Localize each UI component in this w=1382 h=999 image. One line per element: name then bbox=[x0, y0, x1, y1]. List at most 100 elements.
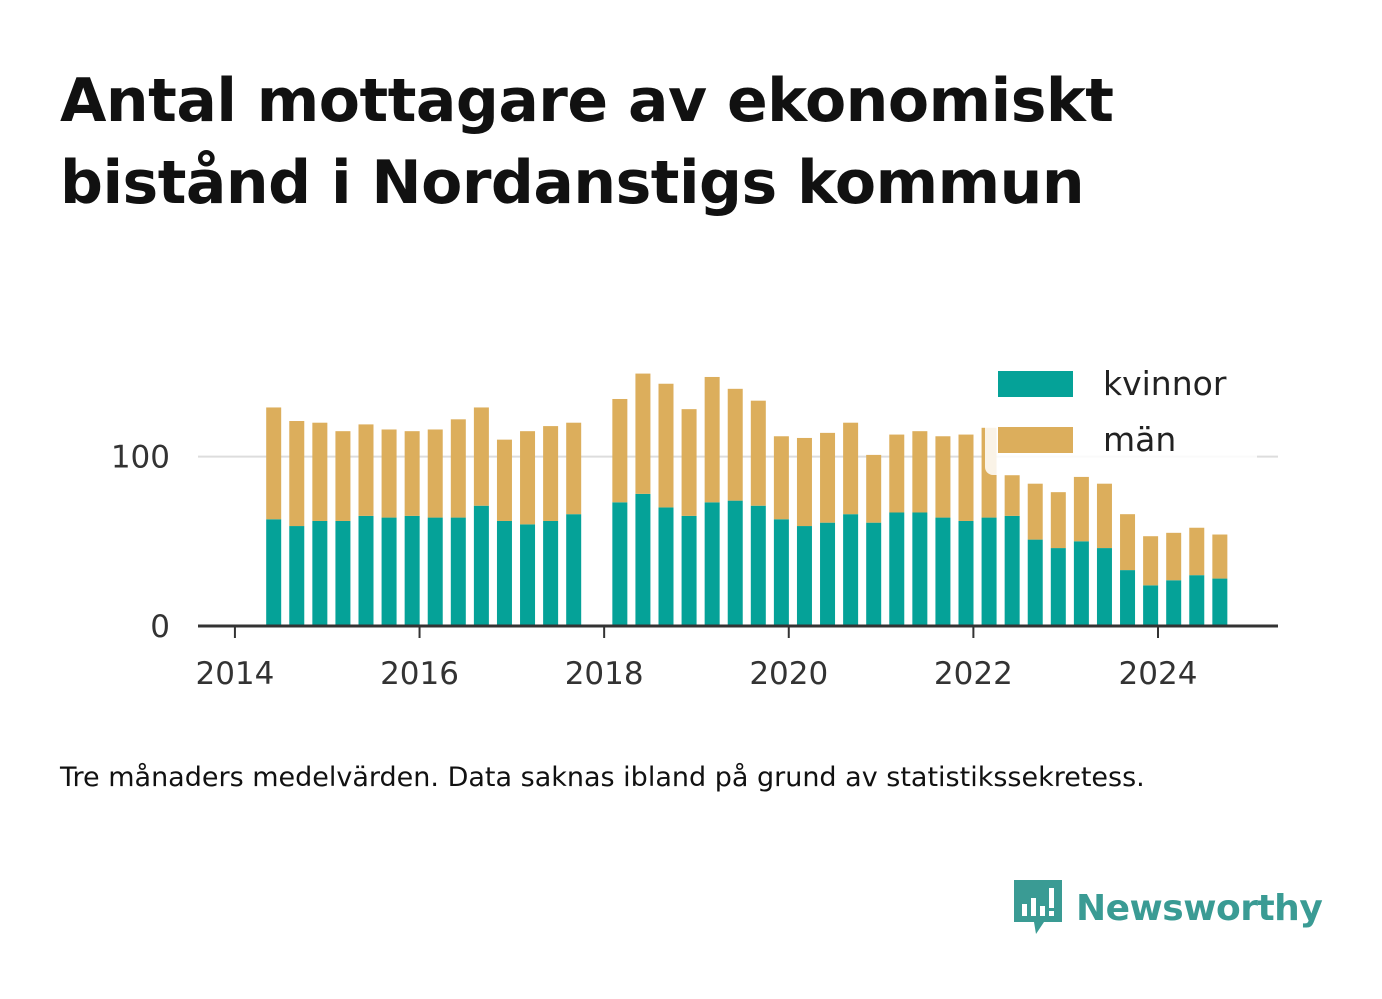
bar-kvinnor bbox=[404, 515, 420, 626]
bar-man bbox=[958, 434, 974, 521]
bar-man bbox=[1120, 514, 1136, 571]
bar-man bbox=[566, 422, 582, 515]
bar-man bbox=[335, 431, 351, 521]
bar-kvinnor bbox=[935, 517, 951, 626]
bar-man bbox=[473, 407, 489, 506]
bar-man bbox=[750, 400, 766, 506]
brand-name: Newsworthy bbox=[1076, 887, 1323, 929]
x-tick-label: 2022 bbox=[934, 656, 1013, 692]
bar-kvinnor bbox=[658, 507, 674, 626]
bar-man bbox=[496, 439, 512, 521]
bar-man bbox=[404, 431, 420, 516]
x-tick-label: 2024 bbox=[1119, 656, 1198, 692]
bar-man bbox=[1096, 483, 1112, 549]
x-tick-label: 2020 bbox=[749, 656, 828, 692]
x-tick-label: 2014 bbox=[195, 656, 274, 692]
bar-kvinnor bbox=[958, 520, 974, 626]
bar-man bbox=[1027, 483, 1043, 540]
bar-kvinnor bbox=[796, 526, 812, 626]
bar-kvinnor bbox=[450, 517, 466, 626]
bar-kvinnor bbox=[612, 502, 628, 626]
bar-man bbox=[843, 422, 859, 515]
bar-man bbox=[1212, 534, 1228, 579]
bar-man bbox=[1004, 475, 1020, 516]
bar-kvinnor bbox=[1050, 548, 1066, 626]
newsworthy-logo-icon bbox=[1014, 880, 1062, 934]
bar-kvinnor bbox=[750, 505, 766, 626]
bar-man bbox=[1073, 476, 1089, 542]
bar-kvinnor bbox=[473, 505, 489, 626]
legend-label-man: män bbox=[1103, 420, 1176, 459]
bar-kvinnor bbox=[1189, 575, 1205, 626]
x-tick-label: 2016 bbox=[380, 656, 459, 692]
bar-kvinnor bbox=[312, 520, 328, 626]
bar-kvinnor bbox=[266, 519, 282, 626]
legend-swatch-man bbox=[998, 427, 1073, 453]
bar-kvinnor bbox=[820, 522, 836, 626]
bar-kvinnor bbox=[1073, 541, 1089, 626]
bar-kvinnor bbox=[289, 526, 305, 626]
bar-kvinnor bbox=[1027, 539, 1043, 626]
bar-kvinnor bbox=[866, 522, 882, 626]
chart-footnote: Tre månaders medelvärden. Data saknas ib… bbox=[60, 762, 1145, 793]
bar-man bbox=[820, 432, 836, 523]
bar-kvinnor bbox=[727, 500, 743, 626]
bar-man bbox=[1143, 536, 1159, 586]
bar-man bbox=[658, 383, 674, 508]
bar-man bbox=[1050, 492, 1066, 549]
bar-man bbox=[681, 409, 697, 516]
bar-man bbox=[612, 398, 628, 503]
bar-man bbox=[635, 373, 651, 494]
bar-kvinnor bbox=[427, 517, 443, 626]
bar-man bbox=[266, 407, 282, 520]
bar-kvinnor bbox=[981, 517, 997, 626]
bar-man bbox=[727, 388, 743, 501]
legend-label-kvinnor: kvinnor bbox=[1103, 364, 1227, 403]
y-tick-label: 0 bbox=[150, 609, 170, 645]
bar-man bbox=[1189, 527, 1205, 576]
bar-kvinnor bbox=[496, 520, 512, 626]
bar-kvinnor bbox=[1143, 585, 1159, 626]
bar-kvinnor bbox=[381, 517, 397, 626]
bar-kvinnor bbox=[566, 514, 582, 626]
bar-kvinnor bbox=[543, 520, 559, 626]
chart-title: Antal mottagare av ekonomiskt bistånd i … bbox=[60, 66, 1114, 218]
bar-man bbox=[450, 419, 466, 518]
legend: kvinnor män bbox=[985, 357, 1257, 475]
brand-logo[interactable]: Newsworthy bbox=[1010, 876, 1323, 940]
bar-kvinnor bbox=[1166, 580, 1182, 626]
bar-man bbox=[381, 429, 397, 518]
bar-kvinnor bbox=[912, 512, 928, 626]
bar-man bbox=[773, 436, 789, 520]
bar-man bbox=[289, 421, 305, 527]
bar-man bbox=[1166, 532, 1182, 581]
stacked-bar-chart: 0 100 2014 2016 2018 2020 2022 2024 kvinnor män bbox=[110, 357, 1278, 692]
bar-man bbox=[935, 436, 951, 518]
bars bbox=[266, 373, 1228, 626]
bar-kvinnor bbox=[1096, 548, 1112, 626]
bar-man bbox=[912, 431, 928, 513]
bar-kvinnor bbox=[335, 520, 351, 626]
bar-kvinnor bbox=[889, 512, 905, 626]
bar-man bbox=[520, 431, 536, 525]
bar-kvinnor bbox=[843, 514, 859, 626]
bar-man bbox=[866, 454, 882, 523]
axes: 0 100 2014 2016 2018 2020 2022 2024 bbox=[111, 440, 1278, 692]
bar-kvinnor bbox=[1212, 578, 1228, 626]
x-tick-label: 2018 bbox=[565, 656, 644, 692]
bar-man bbox=[889, 434, 905, 513]
bar-kvinnor bbox=[773, 519, 789, 626]
legend-swatch-kvinnor bbox=[998, 371, 1073, 397]
bar-kvinnor bbox=[681, 515, 697, 626]
y-tick-label: 100 bbox=[111, 440, 170, 476]
bar-man bbox=[312, 422, 328, 521]
bar-kvinnor bbox=[358, 515, 374, 626]
bar-man bbox=[543, 426, 559, 521]
bar-kvinnor bbox=[704, 502, 720, 626]
bar-man bbox=[358, 424, 374, 516]
bar-man bbox=[427, 429, 443, 518]
bar-man bbox=[704, 376, 720, 503]
bar-kvinnor bbox=[1004, 515, 1020, 626]
bar-kvinnor bbox=[1120, 570, 1136, 626]
bar-man bbox=[796, 437, 812, 527]
